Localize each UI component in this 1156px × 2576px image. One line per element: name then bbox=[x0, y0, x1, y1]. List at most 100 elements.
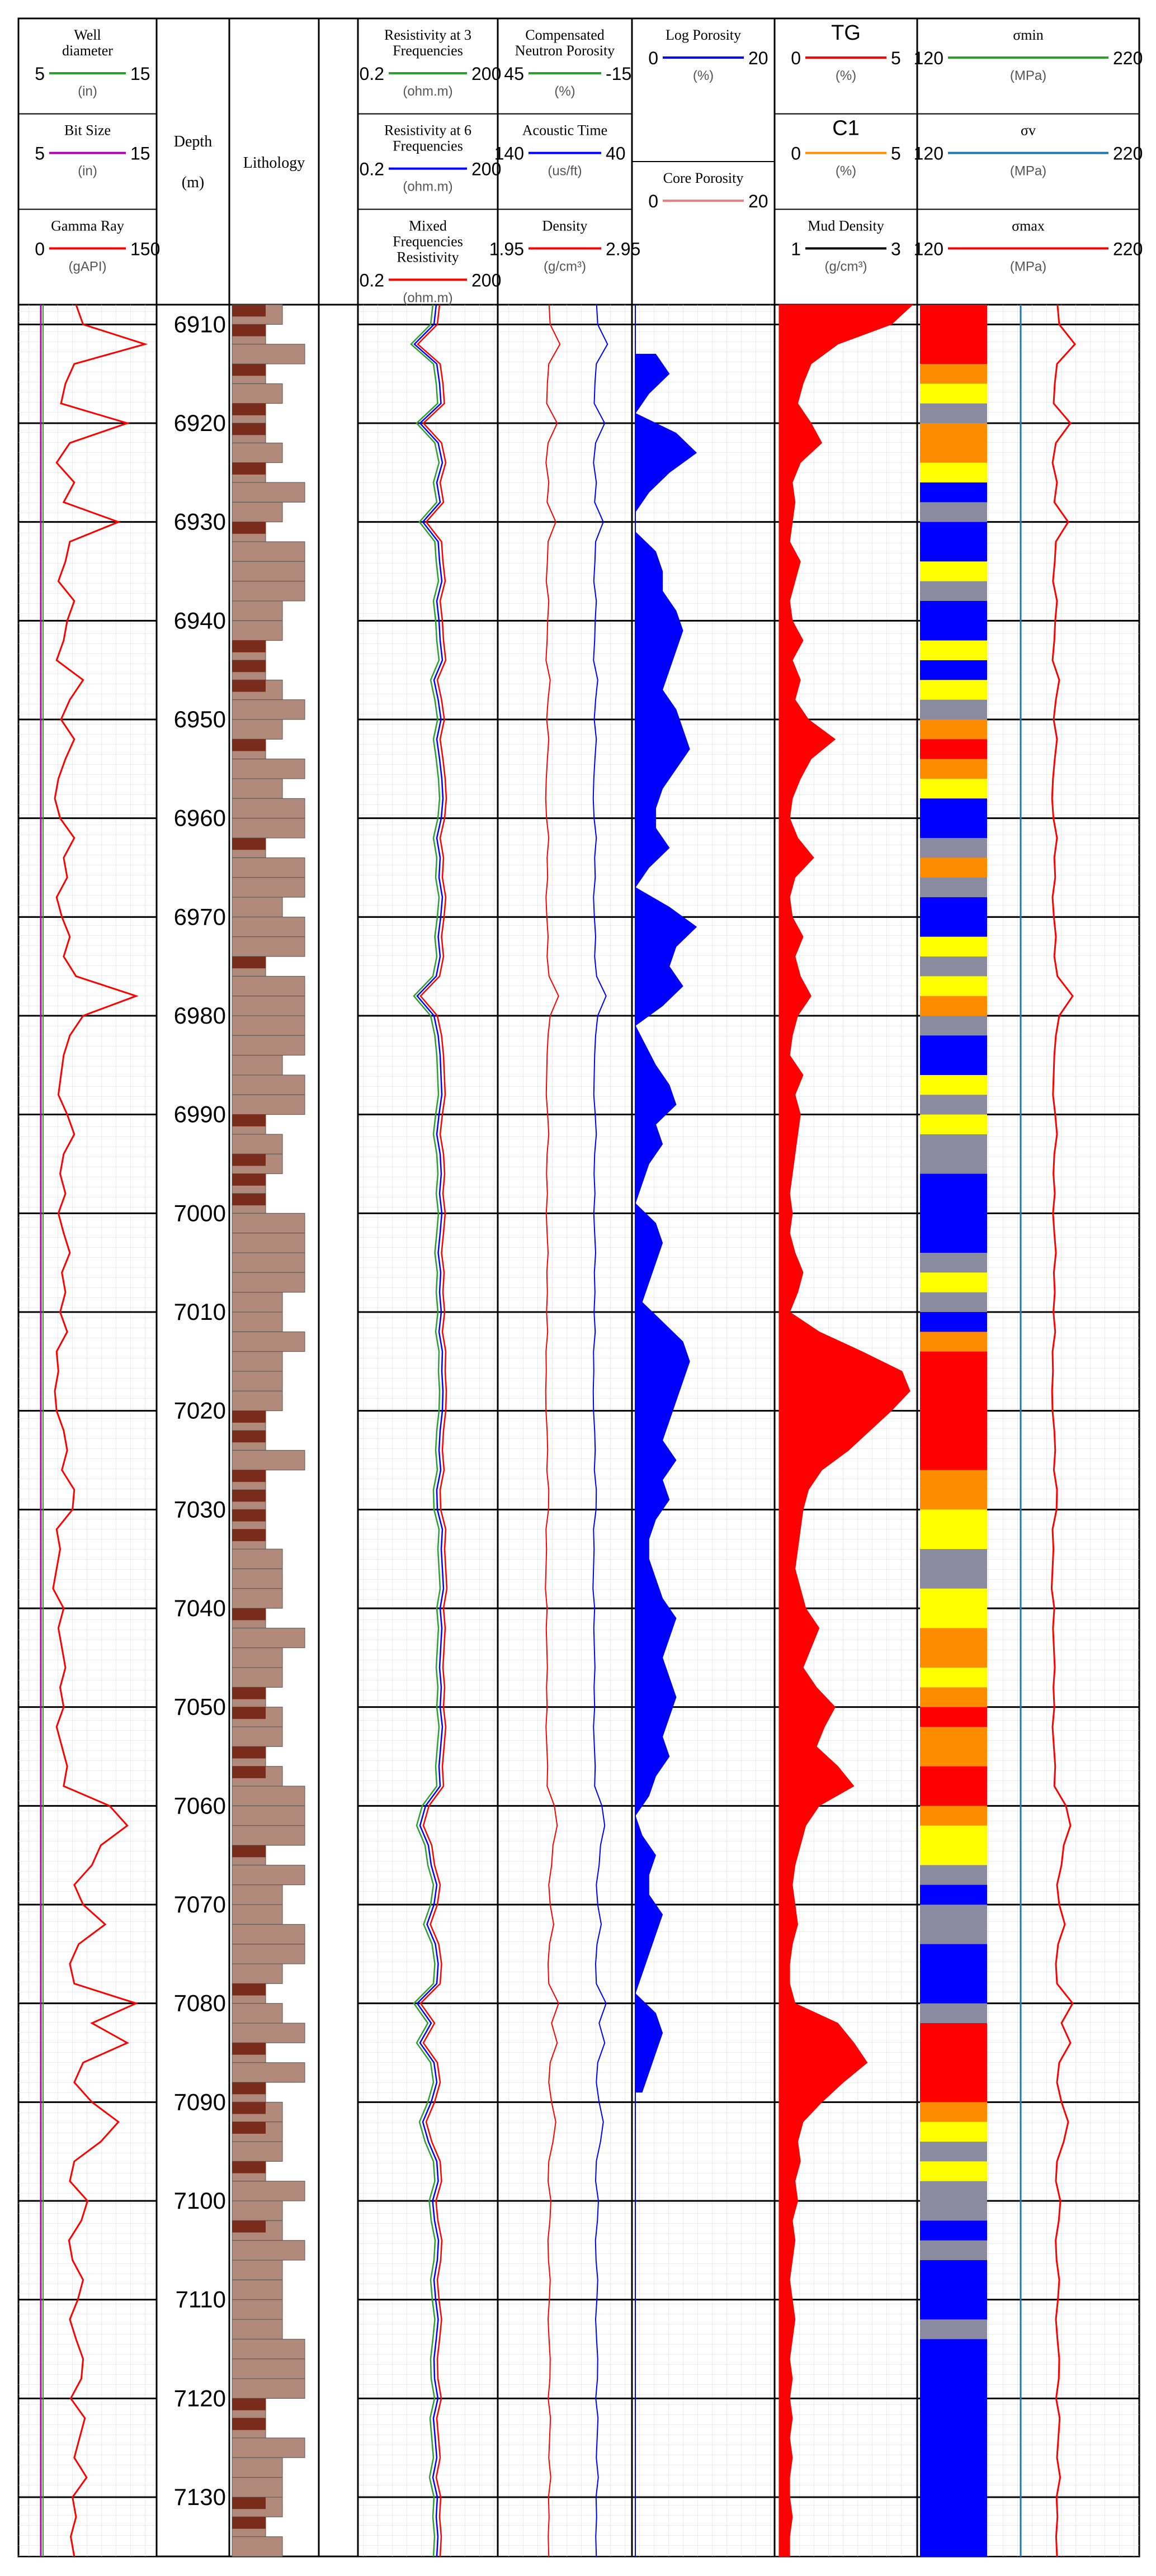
header-track4-max-1: 20 bbox=[748, 191, 768, 211]
lithology-title: Lithology bbox=[243, 154, 305, 172]
header-track3-min-0: 45 bbox=[504, 64, 524, 84]
header-track5-max-0: 5 bbox=[891, 48, 901, 68]
header-track5-name-1: C1 bbox=[832, 117, 860, 140]
log-curves bbox=[40, 304, 1076, 2557]
header-track6-name-2: σmax bbox=[1012, 217, 1045, 234]
mixed-resistivity-curve bbox=[417, 304, 448, 2557]
resistivity-6-freq-curve bbox=[413, 304, 445, 2557]
depth-tick-6920: 6920 bbox=[174, 410, 226, 436]
header-track2-name-0: Resistivity at 3 bbox=[384, 27, 471, 43]
depth-tick-6950: 6950 bbox=[174, 706, 226, 732]
header-track2-name-1: Resistivity at 6 bbox=[384, 122, 471, 139]
header-track3-name-1: Acoustic Time bbox=[522, 122, 607, 139]
header-track5-min-0: 0 bbox=[791, 48, 801, 68]
gamma-ray-curve bbox=[52, 304, 148, 2557]
header-track3-min-1: 140 bbox=[494, 144, 524, 164]
depth-tick-7080: 7080 bbox=[174, 1990, 226, 2016]
track-separators bbox=[155, 18, 918, 2556]
depth-tick-7020: 7020 bbox=[174, 1398, 226, 1424]
header-track2-unit-2: (ohm.m) bbox=[403, 290, 452, 305]
header-track3-name-0: Neutron Porosity bbox=[515, 42, 615, 59]
header-track6-unit-2: (MPa) bbox=[1010, 259, 1046, 274]
header-track5-unit-2: (g/cm³) bbox=[825, 259, 867, 274]
header-track1-max-0: 15 bbox=[130, 64, 150, 84]
header-track5-max-2: 3 bbox=[891, 239, 901, 259]
depth-tick-7090: 7090 bbox=[174, 2089, 226, 2115]
header-track6-unit-1: (MPa) bbox=[1010, 164, 1046, 179]
header-track3-name-2: Density bbox=[542, 217, 588, 234]
depth-tick-6980: 6980 bbox=[174, 1002, 226, 1029]
header-track5-name-0: TG bbox=[831, 21, 861, 45]
depth-tick-7110: 7110 bbox=[176, 2286, 226, 2313]
header-track3-name-0: Compensated bbox=[525, 27, 605, 43]
header-track1-max-1: 15 bbox=[130, 144, 150, 164]
header-track2-min-2: 0.2 bbox=[360, 270, 384, 290]
header-track1-min-1: 5 bbox=[35, 144, 45, 164]
header-track3-max-2: 2.95 bbox=[606, 239, 640, 259]
depth-tick-7050: 7050 bbox=[174, 1694, 226, 1720]
header-track2-name-2: Resistivity bbox=[397, 249, 459, 265]
header-track2-name-2: Frequencies bbox=[393, 233, 463, 249]
depth-tick-7040: 7040 bbox=[174, 1595, 226, 1621]
depth-tick-6990: 6990 bbox=[174, 1101, 226, 1128]
depth-tick-6910: 6910 bbox=[174, 311, 226, 337]
header-track6-min-1: 120 bbox=[914, 144, 943, 164]
header-track3-unit-2: (g/cm³) bbox=[544, 259, 586, 274]
header-track1-name-0: Well bbox=[74, 27, 101, 43]
header-track6-max-0: 220 bbox=[1113, 48, 1143, 68]
header-track1-unit-2: (gAPI) bbox=[68, 259, 106, 274]
header-track1-max-2: 150 bbox=[130, 239, 160, 259]
header-track3-max-0: -15 bbox=[606, 64, 631, 84]
depth-tick-6970: 6970 bbox=[174, 903, 226, 930]
header-track1-name-2: Gamma Ray bbox=[51, 217, 124, 234]
depth-tick-7000: 7000 bbox=[174, 1200, 226, 1226]
header-track4-name-0: Log Porosity bbox=[666, 27, 741, 43]
header-track4-name-1: Core Porosity bbox=[663, 170, 744, 186]
header-track6-unit-0: (MPa) bbox=[1010, 68, 1046, 83]
depth-unit: (m) bbox=[182, 174, 204, 191]
header-track2-unit-1: (ohm.m) bbox=[403, 179, 452, 195]
header-track5-min-1: 0 bbox=[791, 144, 801, 164]
lithology-column bbox=[232, 304, 305, 2557]
header-track5-min-2: 1 bbox=[791, 239, 801, 259]
sigma-max-curve bbox=[1050, 304, 1076, 2557]
header-track4-max-0: 20 bbox=[748, 48, 768, 68]
header-track1-unit-0: (in) bbox=[78, 84, 97, 99]
header-track2-max-1: 200 bbox=[471, 159, 501, 179]
header-track6-name-1: σv bbox=[1021, 122, 1036, 139]
header-track2-name-1: Frequencies bbox=[393, 138, 463, 154]
depth-tick-7120: 7120 bbox=[174, 2385, 226, 2411]
depth-axis: 6910 6920 6930 6940 6950 6960 6970 6980 6990 7000… bbox=[174, 311, 226, 2510]
header-track6-max-1: 220 bbox=[1113, 144, 1143, 164]
depth-tick-7130: 7130 bbox=[174, 2484, 226, 2510]
header-track6-min-2: 120 bbox=[914, 239, 943, 259]
header-track1-name-0: diameter bbox=[62, 42, 113, 59]
header-track3-min-2: 1.95 bbox=[489, 239, 524, 259]
tg-fill bbox=[778, 304, 914, 2557]
header-track5-max-1: 5 bbox=[891, 144, 901, 164]
resistivity-3-freq-curve bbox=[410, 304, 441, 2557]
grid-t3 bbox=[498, 305, 632, 2556]
depth-tick-6940: 6940 bbox=[174, 607, 226, 633]
depth-tick-6930: 6930 bbox=[174, 509, 226, 535]
acoustic-time-curve bbox=[592, 304, 608, 2557]
depth-tick-7100: 7100 bbox=[174, 2187, 226, 2214]
header-track4-min-1: 0 bbox=[648, 191, 658, 211]
depth-tick-7030: 7030 bbox=[174, 1496, 226, 1522]
depth-tick-6960: 6960 bbox=[174, 805, 226, 831]
header-track3-unit-1: (us/ft) bbox=[548, 164, 582, 179]
density-curve bbox=[545, 304, 561, 2557]
header-track1-name-1: Bit Size bbox=[64, 122, 111, 139]
header-track5-unit-0: (%) bbox=[836, 68, 856, 83]
header-track2-name-2: Mixed bbox=[409, 217, 447, 234]
log-porosity-fill bbox=[635, 353, 697, 2093]
header-track5-unit-1: (%) bbox=[836, 164, 856, 179]
header-track6-min-0: 120 bbox=[914, 48, 943, 68]
header-track2-max-2: 200 bbox=[471, 270, 501, 290]
header-track2-min-1: 0.2 bbox=[360, 159, 384, 179]
header-track6-name-0: σmin bbox=[1013, 27, 1043, 43]
header-track4-min-0: 0 bbox=[648, 48, 658, 68]
depth-title: Depth bbox=[174, 133, 212, 150]
header-track6-max-2: 220 bbox=[1113, 239, 1143, 259]
